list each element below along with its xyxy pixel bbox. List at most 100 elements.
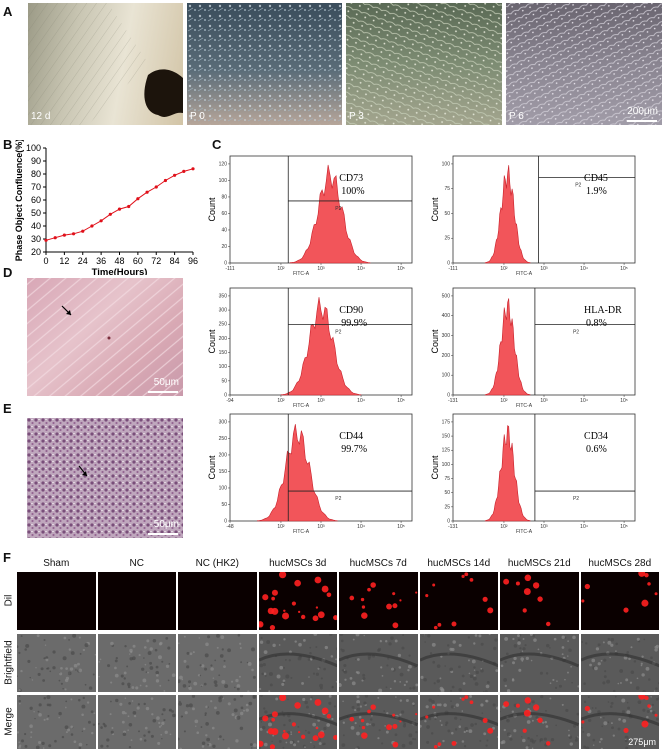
dil-signal	[317, 731, 325, 739]
texture-speck	[602, 658, 606, 662]
texture-speck	[307, 676, 310, 678]
data-point	[81, 229, 85, 233]
texture-speck	[649, 656, 653, 660]
texture-speck	[385, 686, 388, 689]
panel-letter-f: F	[3, 550, 11, 565]
texture-speck	[485, 684, 489, 689]
y-tick-label: 250	[219, 322, 228, 328]
texture-speck	[110, 730, 114, 734]
texture-speck	[394, 639, 398, 643]
texture-speck	[84, 643, 89, 648]
texture-speck	[421, 634, 424, 637]
texture-speck	[207, 635, 211, 639]
texture-speck	[617, 727, 620, 731]
texture-speck	[567, 734, 571, 737]
texture-speck	[439, 720, 441, 722]
y-tick-label: 75	[444, 476, 450, 482]
texture-speck	[265, 640, 270, 644]
image-tile	[17, 572, 96, 630]
texture-speck	[395, 696, 397, 698]
scale-bar	[627, 120, 657, 122]
texture-speck	[431, 660, 435, 664]
texture-speck	[504, 684, 508, 688]
texture-speck	[187, 680, 192, 684]
texture-speck	[123, 645, 127, 648]
texture-speck	[214, 683, 218, 687]
texture-speck	[219, 735, 222, 738]
y-tick-label: 125	[442, 448, 451, 454]
texture-speck	[379, 639, 383, 643]
texture-speck	[584, 642, 587, 645]
dil-signal	[503, 701, 510, 707]
texture-speck	[44, 644, 47, 646]
y-tick-label: 20	[31, 247, 41, 257]
texture-speck	[412, 702, 415, 705]
dil-signal	[258, 742, 261, 746]
texture-speck	[262, 663, 266, 667]
column-header: Sham	[43, 558, 70, 569]
dil-signal	[297, 610, 300, 614]
texture-speck	[46, 695, 51, 700]
texture-speck	[624, 735, 629, 740]
texture-speck	[534, 739, 537, 742]
texture-speck	[155, 665, 158, 669]
texture-speck	[564, 678, 566, 681]
texture-speck	[109, 681, 112, 684]
texture-speck	[414, 719, 417, 721]
texture-speck	[581, 730, 584, 733]
texture-speck	[403, 683, 406, 687]
texture-speck	[537, 648, 540, 651]
texture-speck	[123, 677, 126, 680]
texture-speck	[271, 734, 274, 737]
texture-speck	[88, 686, 93, 690]
texture-speck	[133, 714, 136, 718]
texture-speck	[17, 731, 20, 734]
texture-speck	[626, 706, 630, 710]
texture-speck	[467, 636, 470, 639]
tissue-fold	[500, 652, 579, 668]
texture-speck	[37, 672, 41, 676]
texture-speck	[62, 687, 64, 690]
texture-speck	[608, 656, 611, 659]
texture-speck	[567, 671, 569, 674]
x-tick-label: 10³	[540, 398, 548, 404]
texture-speck	[18, 695, 21, 697]
texture-speck	[237, 634, 241, 637]
x-axis-label: FITC-A	[293, 403, 310, 409]
texture-speck	[274, 697, 278, 701]
texture-speck	[218, 674, 221, 677]
texture-speck	[474, 634, 477, 637]
texture-speck	[78, 668, 83, 673]
texture-speck	[361, 679, 364, 682]
texture-speck	[218, 698, 222, 703]
texture-speck	[472, 642, 475, 645]
dil-signal	[282, 729, 286, 733]
texture-speck	[27, 659, 31, 663]
dil-signal	[314, 699, 321, 706]
texture-speck	[197, 674, 201, 677]
texture-speck	[341, 669, 344, 671]
texture-speck	[386, 712, 389, 715]
texture-speck	[553, 637, 557, 641]
texture-speck	[521, 736, 523, 738]
texture-speck	[354, 708, 357, 712]
dil-signal	[270, 717, 275, 722]
column-header: hucMSCs 21d	[507, 558, 571, 569]
texture-speck	[565, 708, 569, 712]
texture-speck	[183, 635, 186, 638]
texture-speck	[399, 681, 402, 683]
y-tick-label: 400	[442, 313, 451, 319]
image-tile	[339, 695, 418, 749]
x-tick-label: 10²	[500, 398, 508, 404]
texture-speck	[500, 664, 504, 668]
marker-percentage: 0.6%	[586, 444, 607, 455]
image-tile	[580, 634, 659, 692]
texture-speck	[388, 642, 392, 646]
y-tick-label: 100	[219, 364, 228, 370]
texture-speck	[126, 729, 129, 731]
texture-speck	[29, 706, 33, 710]
texture-speck	[401, 646, 405, 650]
texture-speck	[479, 669, 484, 673]
texture-speck	[35, 666, 37, 669]
dil-signal	[637, 572, 645, 577]
